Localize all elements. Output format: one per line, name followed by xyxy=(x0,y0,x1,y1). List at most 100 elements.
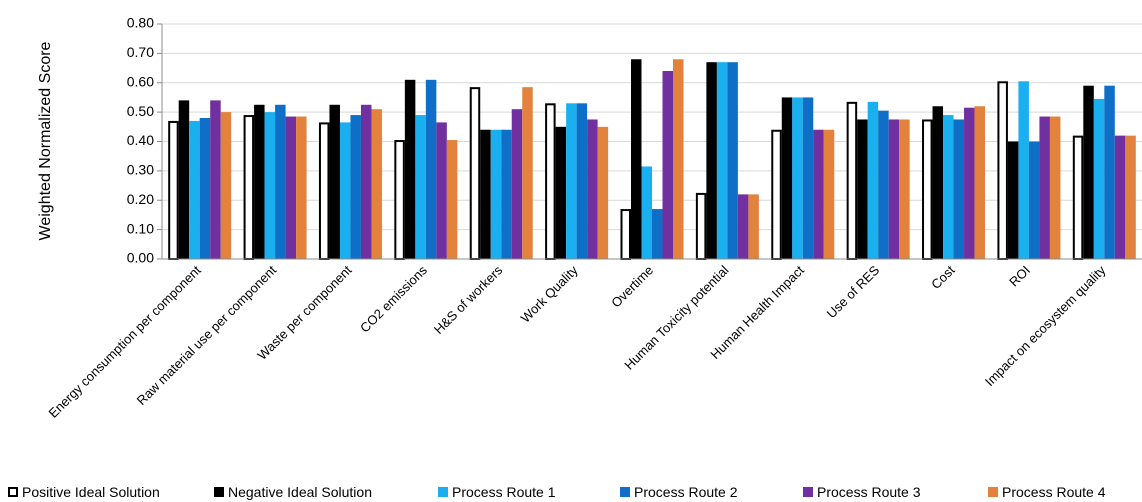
y-tick-label: 0.10 xyxy=(127,220,154,236)
bar xyxy=(555,126,567,259)
bar xyxy=(771,129,782,260)
bar xyxy=(878,110,889,259)
x-category-label: Energy consumption per component xyxy=(46,262,205,421)
bar xyxy=(792,97,803,259)
bar xyxy=(813,129,824,259)
bar xyxy=(802,97,814,259)
bar xyxy=(846,101,858,260)
x-category-label: Cost xyxy=(928,262,958,292)
bar xyxy=(631,59,642,259)
bar xyxy=(1125,135,1136,259)
y-tick-label: 0.40 xyxy=(127,132,154,148)
legend-swatch xyxy=(988,487,998,497)
x-category-label: CO2 emissions xyxy=(357,262,430,335)
bar xyxy=(597,126,609,259)
bar xyxy=(210,100,221,259)
legend-item: Positive Ideal Solution xyxy=(8,484,160,500)
bar xyxy=(394,140,405,260)
bar xyxy=(1007,141,1019,259)
bar xyxy=(199,118,211,259)
legend-swatch xyxy=(8,487,18,497)
bar xyxy=(737,194,749,259)
bar xyxy=(329,104,340,259)
bar xyxy=(1049,116,1061,259)
bar xyxy=(652,209,663,259)
bar xyxy=(480,129,491,259)
bar xyxy=(1039,116,1050,259)
bar xyxy=(1114,135,1126,259)
bar xyxy=(576,103,588,259)
legend-label: Process Route 2 xyxy=(634,484,738,500)
legend-item: Process Route 4 xyxy=(988,484,1106,500)
bar xyxy=(545,103,556,260)
bar xyxy=(953,119,965,259)
y-tick-label: 0.60 xyxy=(127,73,154,89)
x-category-label: Raw material use per component xyxy=(134,262,280,408)
y-tick-label: 0.20 xyxy=(127,191,154,207)
bar xyxy=(168,120,179,260)
bar xyxy=(673,59,684,259)
bar-chart: 0.00 0.10 0.20 0.30 0.40 0.50 0.60 0.70 0.80 Wei… xyxy=(37,15,1142,421)
bar xyxy=(1028,141,1040,259)
bars xyxy=(168,59,1136,260)
legend-label: Process Route 3 xyxy=(817,484,921,500)
x-category-label: H&S of workers xyxy=(431,262,506,337)
legend-item: Process Route 1 xyxy=(438,484,556,500)
bar xyxy=(1072,135,1084,260)
legend-label: Negative Ideal Solution xyxy=(228,484,372,500)
legend-swatch xyxy=(438,487,448,497)
bar xyxy=(1093,98,1105,259)
bar xyxy=(587,119,598,259)
bar xyxy=(296,116,307,259)
bar xyxy=(781,97,793,259)
bar xyxy=(189,120,200,259)
y-axis-title: Weighted Normalized Score xyxy=(37,41,54,240)
x-category-label: Impact on ecosystem quality xyxy=(982,262,1109,389)
legend-label: Process Route 1 xyxy=(452,484,556,500)
bar xyxy=(350,115,361,259)
bar xyxy=(857,119,868,259)
legend-item: Process Route 3 xyxy=(803,484,921,500)
bar xyxy=(727,62,738,259)
y-tick-label: 0.80 xyxy=(127,15,154,31)
legend-label: Process Route 4 xyxy=(1002,484,1106,500)
bar xyxy=(888,119,900,259)
legend-label: Positive Ideal Solution xyxy=(22,484,160,500)
bar xyxy=(943,115,954,259)
y-tick-label: 0.00 xyxy=(127,250,154,266)
bar xyxy=(220,112,232,259)
bar xyxy=(706,62,717,259)
bar xyxy=(695,192,707,260)
bar xyxy=(371,109,382,259)
bar xyxy=(275,104,286,259)
legend: Positive Ideal Solution Negative Ideal So… xyxy=(0,484,1142,502)
bar xyxy=(522,87,533,259)
bar xyxy=(415,115,426,259)
bar xyxy=(620,209,631,260)
bar xyxy=(243,115,255,260)
x-category-label: Work Quality xyxy=(518,262,581,325)
bar xyxy=(436,122,447,259)
bar xyxy=(490,129,502,259)
y-tick-label: 0.50 xyxy=(127,103,154,119)
bar xyxy=(425,79,437,259)
y-tick-label: 0.70 xyxy=(127,44,154,60)
bar xyxy=(511,109,523,259)
bar xyxy=(501,129,512,259)
bar xyxy=(641,166,652,259)
bar xyxy=(339,122,351,259)
bar xyxy=(922,119,933,260)
bar xyxy=(932,106,944,259)
bar xyxy=(899,119,910,259)
y-axis-ticks: 0.00 0.10 0.20 0.30 0.40 0.50 0.60 0.70 0.80 xyxy=(127,15,162,266)
x-category-label: Use of RES xyxy=(824,262,883,321)
bar xyxy=(254,104,265,259)
bar xyxy=(446,140,458,259)
legend-item: Process Route 2 xyxy=(620,484,738,500)
legend-item: Negative Ideal Solution xyxy=(214,484,372,500)
bar xyxy=(748,194,759,259)
bar xyxy=(178,100,190,259)
bar xyxy=(997,81,1008,260)
bar xyxy=(566,103,577,259)
